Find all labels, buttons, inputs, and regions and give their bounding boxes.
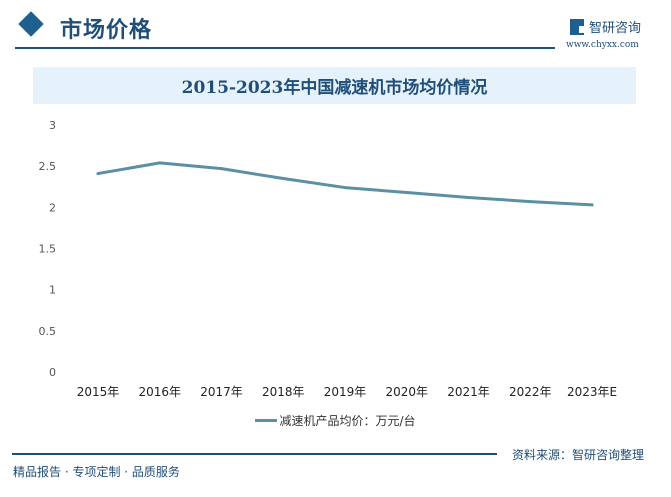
data-point	[405, 191, 409, 195]
logo-text: 智研咨询	[589, 21, 642, 36]
logo-url: www.chyxx.com	[566, 40, 639, 50]
logo: 智研咨询	[570, 17, 641, 36]
y-tick-label: 3	[49, 119, 56, 132]
slogan: 精品报告 · 专项定制 · 品质服务	[13, 465, 180, 479]
series-line	[96, 161, 594, 207]
y-tick-label: 0	[49, 366, 56, 379]
legend: 减速机产品均价：万元/台	[0, 412, 671, 429]
data-point	[590, 203, 594, 207]
x-tick-label: 2023年E	[567, 385, 617, 399]
source-note: 资料来源：智研咨询整理	[512, 448, 645, 462]
data-point	[158, 161, 162, 165]
x-tick-label: 2018年	[262, 385, 305, 399]
y-tick-label: 2	[49, 201, 56, 214]
legend-label: 减速机产品均价：万元/台	[279, 414, 416, 428]
chart-title: 2015-2023年中国减速机市场均价情况	[181, 78, 488, 98]
y-tick-label: 0.5	[39, 325, 57, 338]
logo-icon	[570, 18, 584, 35]
data-point	[281, 177, 285, 181]
y-tick-label: 1.5	[39, 243, 57, 256]
data-point	[96, 172, 100, 176]
y-tick-label: 2.5	[39, 160, 57, 173]
data-point	[343, 186, 347, 190]
x-tick-label: 2016年	[138, 385, 181, 399]
section-title: 市场价格	[60, 18, 153, 43]
y-tick-label: 1	[49, 284, 56, 297]
header-divider	[15, 47, 555, 49]
chart-title-box: 2015-2023年中国减速机市场均价情况	[33, 67, 636, 104]
legend-swatch	[255, 419, 278, 422]
x-tick-label: 2022年	[509, 385, 552, 399]
x-tick-label: 2021年	[447, 385, 490, 399]
footer-divider	[12, 453, 497, 455]
x-tick-label: 2020年	[385, 385, 428, 399]
data-point	[467, 195, 470, 199]
data-point	[528, 200, 532, 204]
data-point	[220, 167, 223, 171]
x-tick-label: 2017年	[200, 385, 243, 399]
x-tick-label: 2015年	[77, 385, 120, 399]
x-tick-label: 2019年	[324, 385, 367, 399]
